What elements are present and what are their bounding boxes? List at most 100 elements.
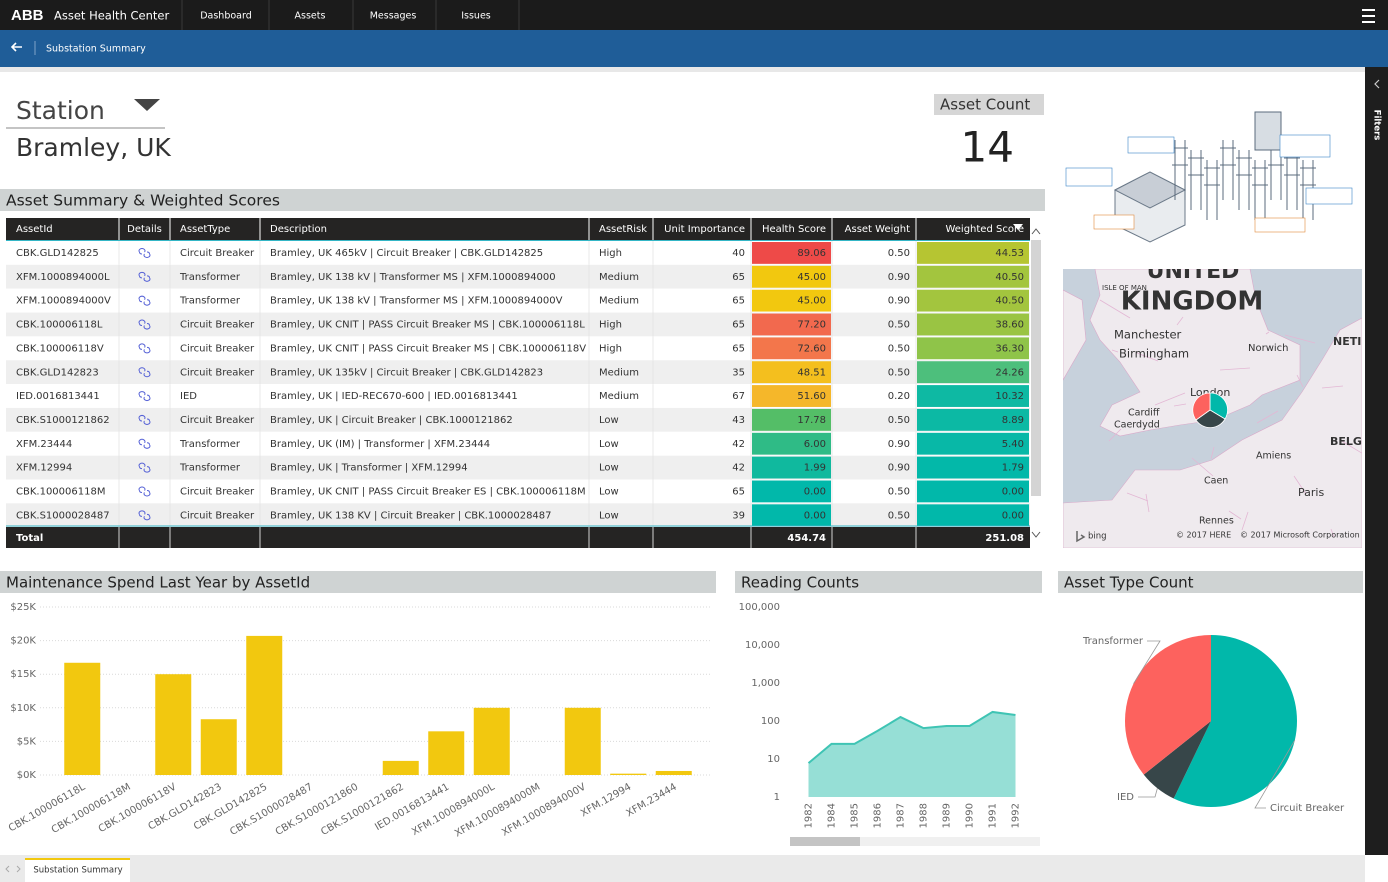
area-fill[interactable] (808, 711, 1016, 797)
map-road (1108, 428, 1122, 442)
h-scroll-thumb[interactable] (790, 837, 860, 846)
pie-slice[interactable] (1173, 635, 1298, 807)
tab-nav-arrows[interactable] (5, 865, 21, 873)
station-label: Station (16, 96, 105, 125)
pie-slice[interactable] (1143, 721, 1211, 799)
table-cell: Circuit Breaker (180, 510, 255, 521)
map-label: BELG (1330, 435, 1362, 448)
table-cell: Low (599, 463, 619, 474)
details-link[interactable] (138, 343, 151, 354)
scroll-up[interactable] (1031, 228, 1041, 235)
map-land (1063, 317, 1362, 548)
bar[interactable] (382, 760, 419, 775)
bar[interactable] (655, 770, 692, 775)
y-tick-label: 100,000 (739, 602, 780, 613)
table-cell: 24.26 (995, 367, 1024, 378)
station-dropdown[interactable] (134, 99, 160, 111)
bar[interactable] (64, 662, 101, 775)
page-tab-label[interactable]: Substation Summary (33, 866, 122, 876)
bar[interactable] (610, 773, 647, 775)
column-header[interactable]: AssetId (16, 224, 53, 235)
scroll-down[interactable] (1031, 531, 1041, 538)
details-link[interactable] (138, 486, 151, 497)
table-scrollbar[interactable] (1031, 240, 1041, 496)
map-road (1256, 410, 1279, 424)
table-row[interactable] (6, 384, 1030, 408)
map-label: bing (1088, 532, 1107, 542)
table-row[interactable] (6, 407, 1030, 432)
details-link[interactable] (138, 367, 151, 378)
details-link[interactable] (138, 462, 151, 473)
table-cell: 43 (732, 415, 745, 426)
table-cell: 42 (732, 439, 745, 450)
details-link[interactable] (138, 391, 151, 401)
bar[interactable] (473, 707, 510, 775)
filters-pane[interactable] (1365, 67, 1388, 855)
section-header (0, 571, 716, 593)
weighted-score-cell (917, 504, 1029, 527)
column-header[interactable]: Weighted Score (945, 224, 1024, 235)
diagram-structure (1204, 160, 1220, 220)
map-road (1176, 316, 1184, 326)
table-cell: 89.06 (797, 248, 826, 259)
table-cell: CBK.GLD142825 (16, 248, 99, 259)
bar[interactable] (246, 635, 283, 775)
map-label: Caen (1204, 476, 1228, 487)
table-cell: XFM.1000894000L (16, 272, 110, 283)
asset-count-label: Asset Count (940, 96, 1030, 114)
bar[interactable] (155, 674, 192, 775)
h-scroll-track[interactable] (790, 837, 1040, 846)
details-link[interactable] (138, 319, 151, 330)
nav-item[interactable]: Messages (370, 11, 417, 22)
details-link[interactable] (138, 248, 151, 258)
map-marker-slice[interactable] (1192, 392, 1211, 421)
map-marker-slice[interactable] (1195, 409, 1226, 429)
table-cell: Bramley, UK 138 KV | Circuit Breaker | C… (270, 510, 552, 521)
table-row[interactable] (6, 455, 1030, 480)
health-score-cell (752, 408, 831, 431)
table-cell: 45.00 (797, 272, 826, 283)
bar[interactable] (200, 719, 237, 775)
nav-item[interactable]: Assets (295, 11, 326, 22)
details-link[interactable] (138, 271, 151, 282)
bing-logo (1076, 531, 1086, 543)
bar[interactable] (564, 707, 601, 775)
table-cell: 38.60 (995, 320, 1024, 331)
health-score-cell (752, 432, 831, 455)
column-header[interactable]: AssetRisk (599, 224, 647, 235)
y-tick-label: 1,000 (751, 678, 780, 689)
column-header[interactable]: Health Score (762, 224, 826, 235)
details-link[interactable] (138, 438, 151, 449)
map-label: Amiens (1256, 451, 1291, 462)
map-road (1228, 510, 1242, 520)
column-header[interactable]: AssetType (180, 224, 230, 235)
details-link[interactable] (138, 510, 151, 521)
weighted-score-cell (917, 242, 1029, 264)
table-cell: Medium (599, 272, 639, 283)
table-cell: 0.00 (804, 487, 826, 498)
column-header[interactable]: Unit Importance (664, 224, 745, 235)
page-tab[interactable] (25, 858, 130, 882)
area-line (807, 710, 1016, 764)
bar[interactable] (428, 731, 465, 775)
column-header[interactable]: Asset Weight (845, 224, 910, 235)
table-cell: 0.50 (888, 367, 910, 378)
collapse-chevron[interactable] (1374, 79, 1380, 89)
details-link[interactable] (138, 415, 151, 425)
column-header[interactable]: Description (270, 224, 327, 235)
table-cell: 0.90 (888, 439, 910, 450)
nav-item[interactable]: Issues (461, 11, 491, 22)
back-arrow[interactable] (10, 42, 22, 52)
pie-slice[interactable] (1125, 635, 1211, 775)
table-cell: Transformer (179, 439, 241, 450)
table-row[interactable] (6, 431, 1030, 456)
table-cell: High (599, 343, 622, 354)
details-link[interactable] (138, 295, 151, 306)
diagram-structure (1188, 150, 1204, 210)
nav-item[interactable]: Dashboard (200, 11, 252, 22)
table-cell: 65 (732, 296, 745, 307)
map-label: Manchester (1114, 328, 1182, 342)
table-cell: 1.79 (1002, 463, 1024, 474)
column-header[interactable]: Details (127, 224, 162, 235)
